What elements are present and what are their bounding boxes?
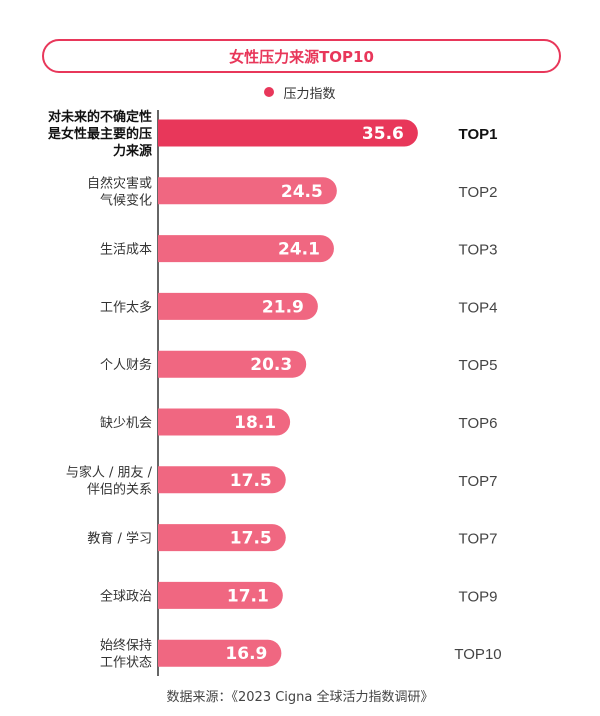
bar <box>158 408 291 436</box>
category-label: 伴侣的关系 <box>87 481 152 497</box>
chart-title: 女性压力来源TOP10 <box>229 47 374 66</box>
category-label: 教育 / 学习 <box>87 531 152 547</box>
bar-value-label: 18.1 <box>234 413 276 433</box>
category-label: 缺少机会 <box>100 416 152 431</box>
category-label: 全球政治 <box>100 588 152 604</box>
category-label: 气候变化 <box>100 192 152 208</box>
legend-label: 压力指数 <box>283 86 336 102</box>
rank-label: TOP7 <box>459 531 498 548</box>
bar <box>158 639 282 667</box>
rank-label: TOP1 <box>459 126 498 143</box>
category-label: 是女性最主要的压 <box>47 126 152 142</box>
bar-value-label: 20.3 <box>250 355 292 375</box>
rank-label: TOP4 <box>459 299 498 316</box>
category-label: 自然灾害或 <box>87 175 152 191</box>
bar-value-label: 17.5 <box>230 529 272 549</box>
rank-label: TOP2 <box>459 184 498 201</box>
category-label: 始终保持 <box>100 638 152 654</box>
bar-value-label: 35.6 <box>362 124 404 144</box>
chart-title-box: 女性压力来源TOP10 <box>42 39 561 73</box>
category-label: 对未来的不确定性 <box>48 109 152 125</box>
data-source: 数据来源：《2023 Cigna 全球活力指数调研》 <box>166 690 434 705</box>
bar-value-label: 24.1 <box>278 240 320 260</box>
bar-value-label: 17.5 <box>230 471 272 491</box>
rank-label: TOP5 <box>459 357 498 374</box>
bar <box>158 466 286 494</box>
bar <box>158 235 334 263</box>
category-label: 生活成本 <box>100 243 152 258</box>
category-label: 工作太多 <box>100 299 152 315</box>
bar <box>158 581 283 609</box>
category-label: 个人财务 <box>100 357 152 373</box>
bar <box>158 292 318 320</box>
legend: 压力指数 <box>0 82 600 102</box>
rank-label: TOP3 <box>459 242 498 259</box>
legend-marker <box>264 87 275 97</box>
bar-value-label: 24.5 <box>281 182 323 202</box>
rank-label: TOP7 <box>459 473 498 490</box>
bar <box>158 177 337 205</box>
bar <box>158 524 286 552</box>
bar-value-label: 17.1 <box>227 586 269 606</box>
bar <box>158 119 418 147</box>
rank-label: TOP9 <box>459 588 498 605</box>
category-label: 力来源 <box>113 143 152 159</box>
category-label: 工作状态 <box>100 656 152 671</box>
rank-label: TOP10 <box>454 646 501 663</box>
bar-value-label: 21.9 <box>262 297 304 317</box>
bar <box>158 350 307 378</box>
category-label: 与家人 / 朋友 / <box>66 464 153 480</box>
rank-label: TOP6 <box>459 415 498 432</box>
bar-value-label: 16.9 <box>225 644 267 664</box>
